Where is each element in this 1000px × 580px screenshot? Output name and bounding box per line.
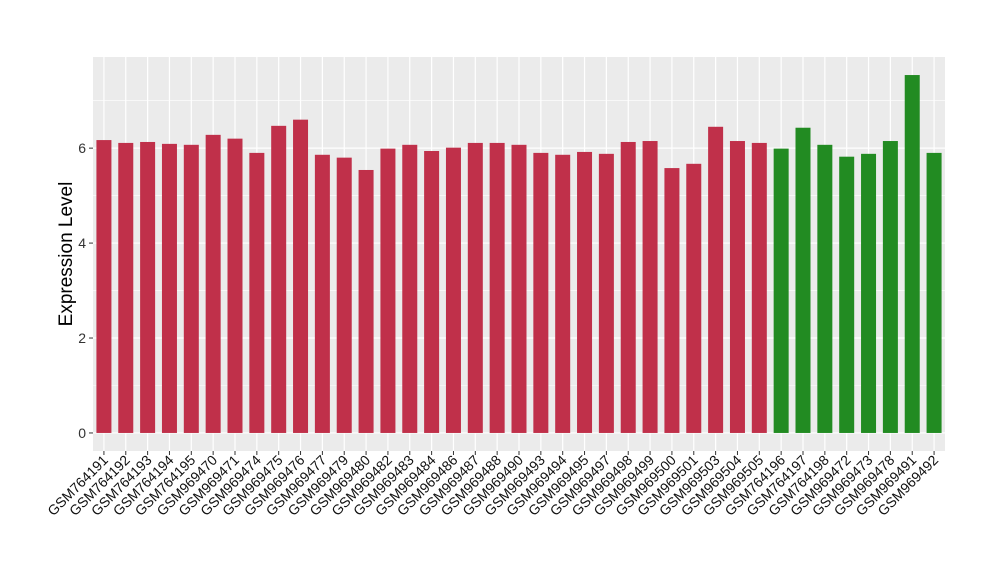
bar-GSM969501 bbox=[686, 163, 702, 433]
bar-GSM969492 bbox=[926, 152, 942, 433]
y-axis-label: Expression Level bbox=[56, 182, 77, 327]
y-tick-label: 6 bbox=[78, 140, 86, 156]
bar-GSM764193 bbox=[140, 141, 156, 433]
bar-GSM969490 bbox=[511, 144, 527, 433]
bar-GSM969474 bbox=[249, 152, 265, 433]
bars bbox=[96, 75, 942, 433]
bar-GSM969472 bbox=[839, 156, 855, 433]
bar-GSM764197 bbox=[795, 127, 811, 433]
bar-GSM969503 bbox=[708, 126, 724, 433]
y-tick-label: 0 bbox=[78, 425, 86, 441]
bar-GSM969473 bbox=[861, 153, 877, 433]
bar-GSM969493 bbox=[533, 152, 549, 433]
bar-GSM969488 bbox=[489, 142, 505, 433]
bar-GSM764195 bbox=[183, 144, 199, 433]
bar-GSM969478 bbox=[882, 141, 898, 433]
bar-GSM969499 bbox=[642, 141, 658, 433]
bar-GSM969470 bbox=[205, 134, 221, 433]
bar-GSM969482 bbox=[380, 148, 396, 433]
bar-GSM969487 bbox=[467, 142, 483, 433]
bar-GSM764192 bbox=[118, 142, 134, 433]
bar-GSM969498 bbox=[620, 141, 636, 433]
bar-GSM764196 bbox=[773, 148, 789, 433]
y-tick-label: 2 bbox=[78, 330, 86, 346]
bar-GSM969483 bbox=[402, 144, 418, 433]
bar-GSM969505 bbox=[751, 142, 767, 433]
bar-GSM969480 bbox=[358, 169, 374, 433]
bar-GSM764194 bbox=[161, 143, 177, 433]
bar-GSM969494 bbox=[555, 154, 571, 433]
x-axis: GSM764191GSM764192GSM764193GSM764194GSM7… bbox=[44, 451, 941, 519]
bar-GSM969500 bbox=[664, 168, 680, 433]
bar-GSM969477 bbox=[314, 154, 330, 433]
bar-GSM969491 bbox=[904, 75, 920, 433]
bar-GSM969497 bbox=[598, 153, 614, 433]
bar-GSM969475 bbox=[271, 125, 287, 433]
bar-GSM969504 bbox=[729, 141, 745, 433]
bar-GSM969486 bbox=[445, 147, 461, 433]
bar-GSM969479 bbox=[336, 157, 352, 433]
bar-GSM764198 bbox=[817, 144, 833, 433]
y-tick-label: 4 bbox=[78, 235, 86, 251]
bar-GSM969484 bbox=[424, 150, 440, 433]
y-axis: 0 2 4 6 bbox=[78, 140, 93, 441]
bar-GSM969471 bbox=[227, 138, 243, 433]
bar-GSM969495 bbox=[577, 151, 593, 433]
bar-GSM764191 bbox=[96, 140, 112, 433]
bar-GSM969476 bbox=[293, 119, 309, 433]
